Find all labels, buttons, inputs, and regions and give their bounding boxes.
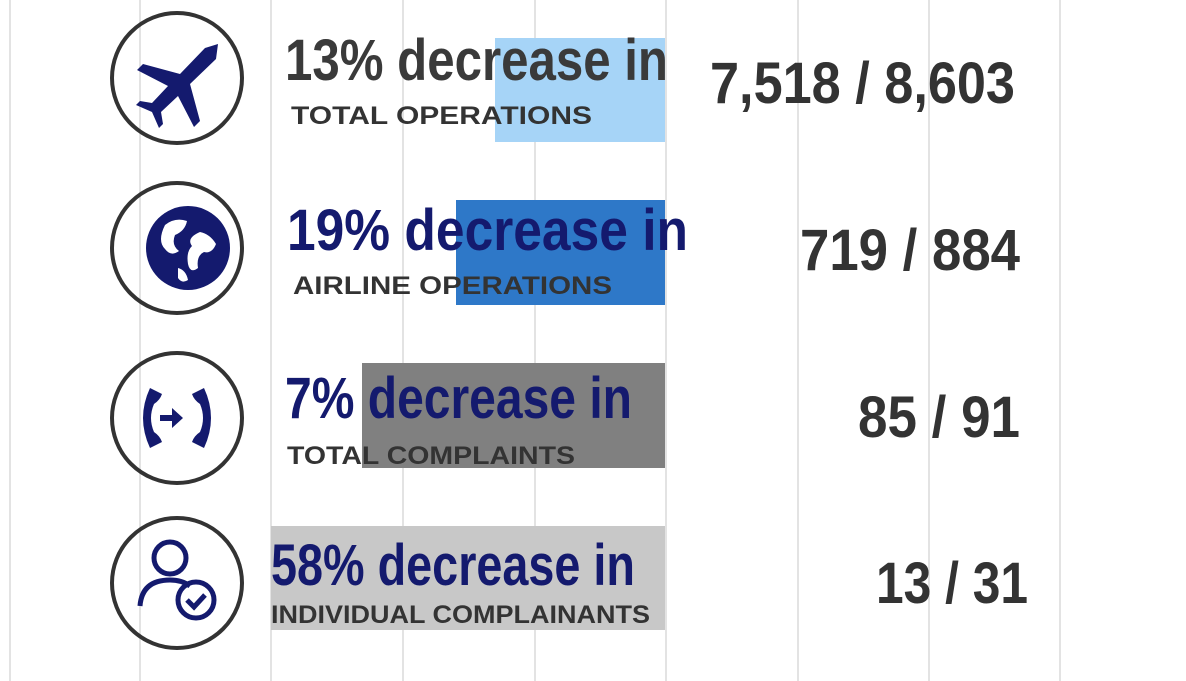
plane-icon bbox=[110, 11, 244, 145]
user-check-icon bbox=[110, 516, 244, 650]
headline: 19% decrease in bbox=[287, 198, 688, 263]
globe-icon bbox=[110, 181, 244, 315]
headline: 58% decrease in bbox=[271, 533, 635, 598]
ratio: 7,518 / 8,603 bbox=[710, 51, 1015, 116]
ratio: 85 / 91 bbox=[858, 385, 1020, 450]
ratio: 13 / 31 bbox=[876, 551, 1028, 616]
label: AIRLINE OPERATIONS bbox=[293, 272, 612, 300]
label: TOTAL OPERATIONS bbox=[291, 102, 592, 130]
highlight-bar bbox=[495, 38, 665, 142]
ratio: 719 / 884 bbox=[800, 218, 1020, 283]
highlight-bar bbox=[456, 200, 665, 305]
headline: 13% decrease in bbox=[285, 28, 668, 93]
headline: 7% decrease in bbox=[285, 366, 632, 431]
phone-icon bbox=[110, 351, 244, 485]
texts: 13% decrease in TOTAL OPERATIONS 7,518 / 8… bbox=[271, 28, 1028, 629]
label: INDIVIDUAL COMPLAINANTS bbox=[271, 601, 650, 629]
highlight-bar bbox=[271, 526, 665, 630]
highlight-bar bbox=[362, 363, 665, 468]
label: TOTAL COMPLAINTS bbox=[287, 442, 575, 470]
